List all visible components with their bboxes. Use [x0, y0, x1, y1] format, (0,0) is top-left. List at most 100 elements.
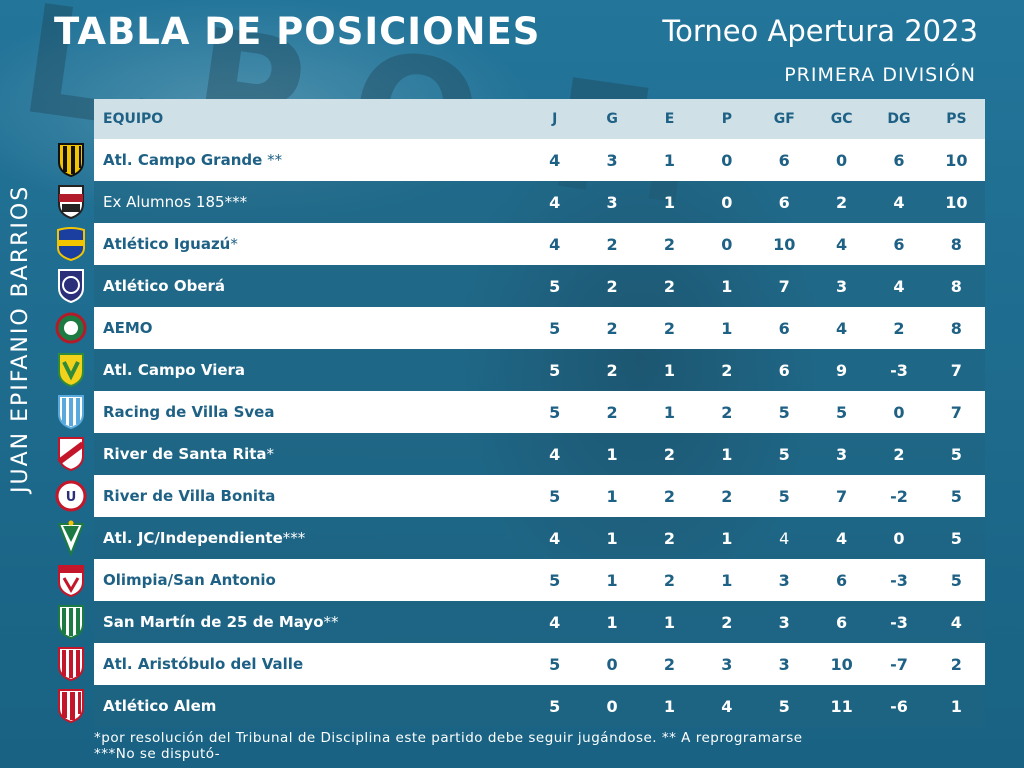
table-row: River de Santa Rita* 4 1 2 1 5 3 2 5: [94, 433, 985, 475]
stat-ps: 5: [950, 528, 962, 548]
stat-p: 2: [721, 486, 733, 506]
stat-j: 4: [549, 528, 561, 548]
team-crest-icon: [52, 349, 90, 391]
stat-gf: 5: [778, 402, 790, 422]
stat-gf: 6: [778, 150, 790, 170]
header-e: E: [664, 111, 675, 127]
stat-gf: 4: [779, 528, 790, 548]
table-row: Atlético Alem 5 0 1 4 5 11 -6 1: [94, 685, 985, 727]
footnote-line-1: *por resolución del Tribunal de Discipli…: [94, 730, 803, 746]
footnote-line-2: ***No se disputó-: [94, 746, 221, 762]
stat-g: 2: [606, 318, 618, 338]
svg-text:U: U: [66, 490, 77, 505]
team-crest-icon: [52, 601, 90, 643]
table-row: River de Villa Bonita 5 1 2 2 5 7 -2 5: [94, 475, 985, 517]
stat-ps: 4: [950, 612, 962, 632]
stat-dg: 6: [893, 150, 905, 170]
stat-gf: 3: [778, 612, 790, 632]
stat-dg: -3: [890, 360, 908, 380]
stat-gc: 4: [836, 318, 848, 338]
team-name: AEMO: [94, 319, 526, 337]
stat-dg: -6: [890, 696, 908, 716]
stat-p: 1: [721, 276, 733, 296]
stat-dg: -7: [890, 654, 908, 674]
stat-j: 5: [549, 360, 561, 380]
stat-gc: 11: [830, 696, 853, 716]
team-mark: *: [230, 235, 238, 253]
stat-e: 1: [663, 402, 676, 422]
team-label: Atlético Iguazú: [103, 235, 231, 253]
stat-e: 1: [663, 360, 676, 380]
team-crest-icon: [52, 559, 90, 601]
stat-ps: 8: [950, 234, 962, 254]
team-name: Atl. Campo Viera: [94, 361, 526, 379]
table-row: Racing de Villa Svea 5 2 1 2 5 5 0 7: [94, 391, 985, 433]
table-row: AEMO 5 2 2 1 6 4 2 8: [94, 307, 985, 349]
header-j: J: [552, 111, 558, 127]
team-label: Atl. Aristóbulo del Valle: [103, 655, 304, 673]
stat-j: 4: [549, 192, 561, 212]
team-name: River de Santa Rita*: [94, 445, 526, 463]
team-name: Atlético Iguazú*: [94, 235, 526, 253]
stat-e: 2: [663, 276, 676, 296]
stat-g: 2: [606, 234, 618, 254]
team-name: Atl. Aristóbulo del Valle: [94, 655, 526, 673]
stat-e: 1: [663, 612, 676, 632]
stat-g: 2: [606, 276, 618, 296]
stat-dg: -3: [890, 570, 908, 590]
stat-g: 2: [606, 360, 618, 380]
header-g: G: [606, 111, 618, 127]
stat-e: 2: [663, 570, 676, 590]
team-crest-icon: [52, 643, 90, 685]
stat-j: 5: [549, 696, 561, 716]
team-crest-icon: [52, 307, 90, 349]
stat-gc: 9: [836, 360, 848, 380]
table-row: San Martín de 25 de Mayo** 4 1 1 2 3 6 -…: [94, 601, 985, 643]
stat-gc: 7: [836, 486, 848, 506]
crest-column: U: [52, 139, 90, 727]
stat-dg: 4: [893, 276, 905, 296]
header-gc: GC: [830, 111, 853, 127]
stat-g: 2: [606, 402, 618, 422]
stat-gc: 10: [830, 654, 853, 674]
stat-g: 0: [606, 654, 618, 674]
author-credit: JUAN EPIFANIO BARRIOS: [8, 184, 33, 493]
stat-p: 3: [721, 654, 733, 674]
stat-p: 1: [721, 444, 733, 464]
stat-p: 1: [721, 318, 733, 338]
stat-p: 0: [721, 234, 733, 254]
stat-p: 2: [721, 612, 733, 632]
stat-dg: 0: [893, 402, 905, 422]
stat-gc: 4: [836, 234, 848, 254]
stat-e: 2: [663, 234, 676, 254]
stat-gf: 5: [778, 696, 790, 716]
team-crest-icon: [52, 139, 90, 181]
stat-dg: -3: [890, 612, 908, 632]
team-name: Racing de Villa Svea: [94, 403, 526, 421]
stat-gf: 5: [778, 486, 790, 506]
team-label: Atlético Oberá: [103, 277, 226, 295]
team-crest-icon: [52, 517, 90, 559]
stat-p: 0: [721, 192, 733, 212]
standings-table: EQUIPO J G E P GF GC DG PS Atl. Campo Gr…: [94, 99, 985, 727]
stat-g: 1: [606, 570, 618, 590]
stat-e: 1: [663, 192, 676, 212]
stat-g: 1: [606, 528, 618, 548]
team-mark: ***: [282, 529, 306, 547]
stat-gc: 5: [836, 402, 848, 422]
stat-dg: 6: [893, 234, 905, 254]
team-name: Olimpia/San Antonio: [94, 571, 526, 589]
table-row: Atl. Aristóbulo del Valle 5 0 2 3 3 10 -…: [94, 643, 985, 685]
stat-dg: 2: [893, 318, 905, 338]
header-team: EQUIPO: [103, 111, 164, 127]
table-row: Atlético Iguazú* 4 2 2 0 10 4 6 8: [94, 223, 985, 265]
stat-ps: 5: [950, 444, 962, 464]
stat-e: 2: [663, 486, 676, 506]
header-p: P: [721, 111, 732, 127]
team-label: Atl. Campo Grande: [103, 151, 263, 169]
team-label: Olimpia/San Antonio: [103, 571, 276, 589]
team-name: River de Villa Bonita: [94, 487, 526, 505]
team-label: River de Villa Bonita: [103, 487, 276, 505]
stat-dg: -2: [890, 486, 908, 506]
table-row: Atl. JC/Independiente*** 4 1 2 1 4 4 0 5: [94, 517, 985, 559]
